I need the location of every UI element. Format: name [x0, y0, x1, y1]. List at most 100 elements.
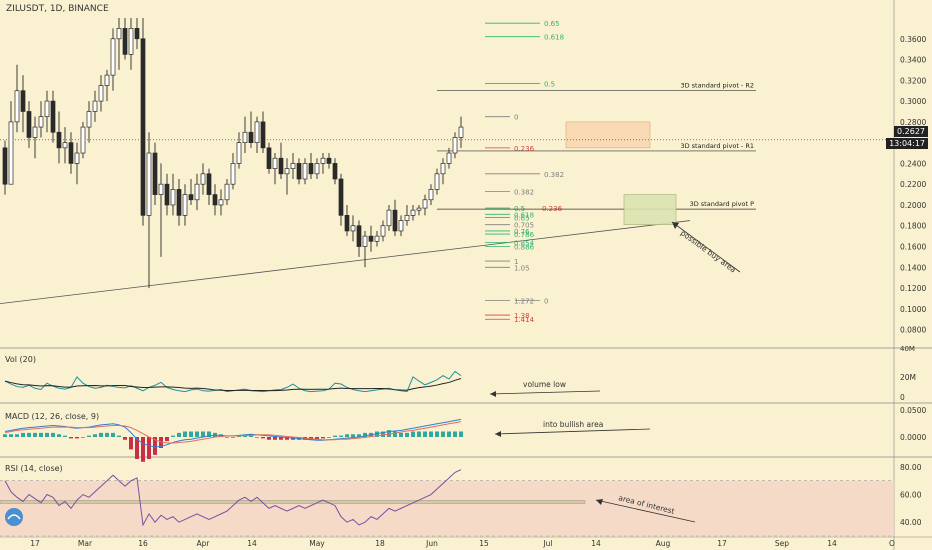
candle-body — [200, 173, 206, 185]
macd-histogram-bar — [9, 434, 13, 437]
volume-ma-line — [4, 378, 462, 392]
macd-histogram-bar — [333, 435, 337, 437]
candle-body — [374, 235, 380, 242]
y-tick-label: 0.3600 — [900, 35, 926, 44]
macd-histogram-bar — [273, 437, 277, 440]
candle-body — [194, 183, 200, 201]
macd-histogram-bar — [441, 431, 445, 437]
macd-histogram-bar — [165, 437, 169, 442]
macd-histogram-bar — [399, 432, 403, 437]
candle-body — [26, 111, 32, 138]
macd-histogram-bar — [183, 431, 187, 437]
candle-body — [386, 209, 392, 227]
candle-body — [242, 131, 248, 143]
y-tick-label: 0.2000 — [900, 201, 926, 210]
macd-histogram-bar — [285, 437, 289, 440]
volume-line — [4, 370, 462, 393]
candle-body — [254, 121, 260, 143]
x-tick-label: 17 — [30, 539, 40, 548]
macd-histogram-bar — [87, 435, 91, 437]
candle-body — [80, 126, 86, 154]
candle-body — [56, 131, 62, 149]
fib-level-label: 0.76 — [514, 228, 530, 236]
buy-zone — [623, 194, 677, 226]
macd-histogram-bar — [405, 432, 409, 437]
resistance-zone — [565, 121, 651, 149]
candle-body — [104, 74, 110, 86]
x-tick-label: Sep — [775, 539, 789, 548]
x-tick-label: Mar — [78, 539, 93, 548]
fib-level-label: 0.618 — [544, 34, 564, 42]
y-tick-label: 0.1800 — [900, 222, 926, 231]
macd-histogram-bar — [189, 431, 193, 437]
candle-body — [446, 152, 452, 164]
volume-arrow — [489, 390, 601, 395]
rsi-tick-label: 80.00 — [900, 463, 922, 472]
candle-body — [92, 100, 98, 112]
fib-level-label: 1 — [514, 258, 518, 266]
macd-histogram-bar — [105, 432, 109, 437]
x-tick-label: 14 — [827, 539, 837, 548]
vol-tick-label: 40M — [900, 345, 915, 353]
tradingview-logo — [5, 508, 23, 526]
macd-histogram-bar — [231, 437, 235, 438]
y-tick-label: 0.0800 — [900, 326, 926, 335]
macd-histogram-bar — [123, 437, 127, 440]
x-tick-label: May — [309, 539, 325, 548]
candle-body — [68, 142, 74, 164]
main-pane-bg — [0, 0, 932, 348]
countdown-tag: 13:04:17 — [886, 138, 928, 149]
pivot-label: 3D standard pivot P — [690, 200, 754, 208]
macd-histogram-bar — [345, 434, 349, 437]
candle-body — [230, 163, 236, 185]
macd-annotation: into bullish area — [543, 420, 603, 429]
candle-body — [122, 28, 128, 55]
macd-histogram-bar — [39, 432, 43, 437]
candle-body — [410, 209, 416, 216]
macd-histogram-bar — [363, 432, 367, 437]
fib-level-label: 0.886 — [514, 244, 535, 252]
macd-histogram-bar — [201, 431, 205, 437]
candle-body — [434, 173, 440, 190]
fib-level-label: 0.854 — [514, 239, 535, 247]
rsi-arrow — [595, 499, 696, 523]
x-tick-label: 14 — [247, 539, 257, 548]
candle-body — [422, 199, 428, 209]
macd-histogram-bar — [339, 435, 343, 437]
candle-body — [98, 85, 104, 102]
candle-body — [314, 163, 320, 175]
macd-histogram-bar — [429, 431, 433, 437]
macd-histogram-bar — [57, 434, 61, 437]
y-tick-label: 0.1200 — [900, 284, 926, 293]
macd-histogram-bar — [69, 437, 73, 439]
macd-histogram-bar — [75, 437, 79, 439]
macd-histogram-bar — [255, 437, 259, 438]
x-tick-label: 18 — [375, 539, 385, 548]
vol-tick-label: 20M — [900, 373, 916, 382]
macd-histogram-bar — [351, 434, 355, 437]
macd-histogram-bar — [3, 434, 7, 437]
candle-body — [20, 90, 26, 112]
macd-histogram-bar — [393, 431, 397, 437]
macd-histogram-bar — [453, 431, 457, 437]
symbol-title: ZILUSDT, 1D, BINANCE — [6, 4, 109, 14]
macd-histogram-bar — [147, 437, 151, 459]
fib-level-label: 0.786 — [514, 231, 535, 239]
macd-histogram-bar — [417, 431, 421, 437]
fib-level-label: 1.272 — [514, 298, 534, 306]
macd-histogram-bar — [357, 434, 361, 437]
candle-body — [350, 225, 356, 232]
y-tick-label: 0.3200 — [900, 76, 926, 85]
candle-body — [146, 152, 152, 216]
candle-body — [362, 235, 368, 247]
candle-body — [320, 157, 326, 164]
macd-histogram-bar — [261, 437, 265, 439]
rsi-pane-title: RSI (14, close) — [5, 464, 63, 473]
candle-body — [404, 215, 410, 221]
macd-histogram-bar — [315, 437, 319, 440]
candle-body — [44, 100, 50, 118]
y-tick-label: 0.2200 — [900, 180, 926, 189]
macd-histogram-bar — [375, 431, 379, 437]
